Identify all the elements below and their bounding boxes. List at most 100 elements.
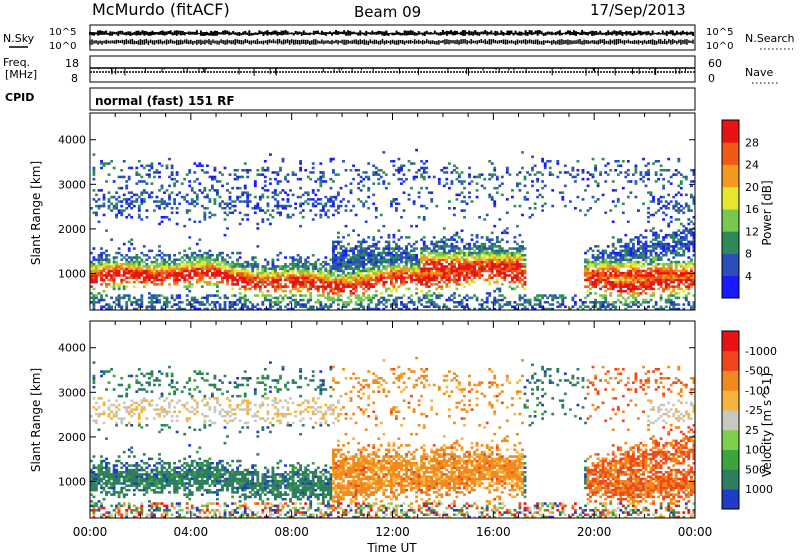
power-cell (319, 305, 323, 309)
power-cell (321, 305, 325, 309)
power-cell (558, 296, 562, 300)
power-cell (319, 202, 323, 206)
power-cell (309, 198, 313, 201)
power-cell (601, 278, 605, 282)
power-cell (339, 200, 343, 203)
power-cell (213, 283, 217, 286)
power-cell (604, 296, 608, 300)
power-cell (135, 278, 139, 282)
power-cell (286, 200, 290, 203)
power-cell (271, 267, 275, 271)
power-cell (243, 274, 247, 277)
power-cell (616, 294, 620, 297)
power-cell (206, 258, 209, 262)
power-cell (286, 271, 290, 275)
power-cell (609, 285, 613, 288)
power-cell (198, 280, 202, 284)
power-cell (599, 276, 603, 279)
power-cell (236, 271, 240, 275)
power-cell (327, 294, 330, 297)
power-cell (291, 265, 295, 268)
power-cell (629, 269, 633, 273)
power-cell (324, 274, 328, 277)
power-cell (236, 283, 240, 286)
power-cell (460, 182, 464, 185)
power-cell (122, 296, 126, 300)
power-cell (115, 271, 119, 275)
power-cell (122, 285, 126, 288)
power-cell (485, 213, 489, 217)
power-cell (616, 276, 620, 279)
power-cell (503, 231, 507, 235)
power-cell (581, 307, 585, 311)
power-cell (425, 285, 429, 288)
power-cell (405, 245, 408, 248)
power-cell (586, 285, 590, 288)
power-cell (291, 287, 295, 291)
power-cell (586, 294, 590, 297)
power-cell (200, 260, 204, 264)
power-cell (478, 245, 482, 248)
power-cell (211, 301, 214, 304)
power-cell (382, 303, 386, 306)
power-cell (246, 202, 250, 206)
power-cell (437, 256, 441, 259)
power-cell (475, 240, 479, 244)
power-cell (470, 247, 474, 250)
power-cell (248, 283, 252, 286)
power-cell (107, 278, 111, 282)
power-cell (390, 202, 393, 206)
power-cell (357, 269, 361, 273)
power-cell (495, 267, 499, 271)
power-cell (420, 303, 424, 306)
power-cell (463, 274, 466, 277)
power-cell (427, 267, 431, 271)
power-cell (470, 254, 474, 257)
power-cell (362, 247, 366, 250)
power-cell (392, 265, 396, 268)
power-cell (180, 195, 184, 199)
power-cell (359, 258, 363, 262)
power-cell (448, 256, 451, 259)
power-cell (619, 271, 623, 275)
power-cell (483, 218, 487, 221)
power-cell (208, 216, 212, 219)
power-cell (384, 280, 388, 284)
power-cell (92, 278, 96, 282)
power-cell (223, 294, 227, 297)
power-cell (296, 289, 300, 293)
power-cell (352, 292, 356, 295)
power-cell (392, 256, 396, 259)
power-cell (505, 303, 509, 306)
power-cell (584, 285, 587, 288)
power-cell (327, 296, 330, 300)
power-cell (316, 198, 320, 201)
power-cell (185, 209, 189, 212)
power-cell (173, 303, 177, 306)
power-cell (148, 271, 151, 275)
power-cell (367, 305, 371, 309)
power-cell (130, 276, 134, 279)
power-cell (163, 265, 166, 268)
power-cell (349, 278, 353, 282)
power-cell (478, 307, 482, 311)
power-cell (359, 200, 363, 203)
power-cell (175, 271, 179, 275)
power-cell (236, 278, 240, 282)
power-cell (589, 292, 592, 295)
power-cell (200, 265, 204, 268)
power-cell (236, 280, 240, 284)
power-cell (405, 271, 408, 275)
power-cell (221, 260, 224, 264)
power-cell (236, 260, 240, 264)
power-cell (246, 171, 250, 174)
power-cell (316, 301, 320, 304)
power-cell (150, 195, 154, 199)
power-cell (304, 294, 308, 297)
power-cell (175, 193, 179, 197)
power-cell (137, 265, 141, 268)
power-cell (337, 207, 340, 210)
power-cell (478, 303, 482, 306)
power-cell (306, 265, 310, 268)
power-cell (329, 285, 333, 288)
